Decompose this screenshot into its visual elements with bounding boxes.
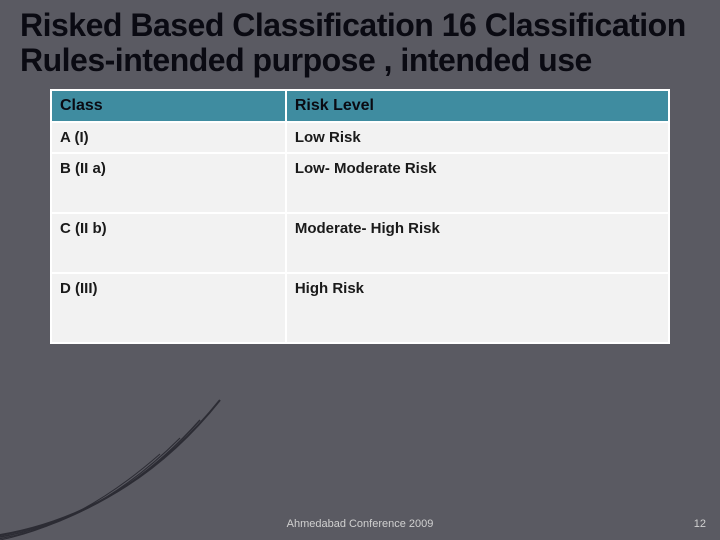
risk-table-container: Class Risk Level A (I) Low Risk B (II a)… (50, 89, 670, 344)
cell-class: A (I) (51, 122, 286, 153)
table-row: C (II b) Moderate- High Risk (51, 213, 669, 273)
slide: Risked Based Classification 16 Classific… (0, 0, 720, 540)
table-row: B (II a) Low- Moderate Risk (51, 153, 669, 213)
table-row: D (III) High Risk (51, 273, 669, 343)
page-number: 12 (694, 518, 706, 530)
table-header-row: Class Risk Level (51, 90, 669, 122)
cell-class: D (III) (51, 273, 286, 343)
cell-risk: High Risk (286, 273, 669, 343)
page-title: Risked Based Classification 16 Classific… (20, 8, 700, 77)
cell-risk: Low- Moderate Risk (286, 153, 669, 213)
cell-class: C (II b) (51, 213, 286, 273)
footer-text: Ahmedabad Conference 2009 (0, 518, 720, 530)
cell-risk: Moderate- High Risk (286, 213, 669, 273)
col-header-risk: Risk Level (286, 90, 669, 122)
col-header-class: Class (51, 90, 286, 122)
cell-class: B (II a) (51, 153, 286, 213)
table-row: A (I) Low Risk (51, 122, 669, 153)
risk-table: Class Risk Level A (I) Low Risk B (II a)… (50, 89, 670, 344)
cell-risk: Low Risk (286, 122, 669, 153)
